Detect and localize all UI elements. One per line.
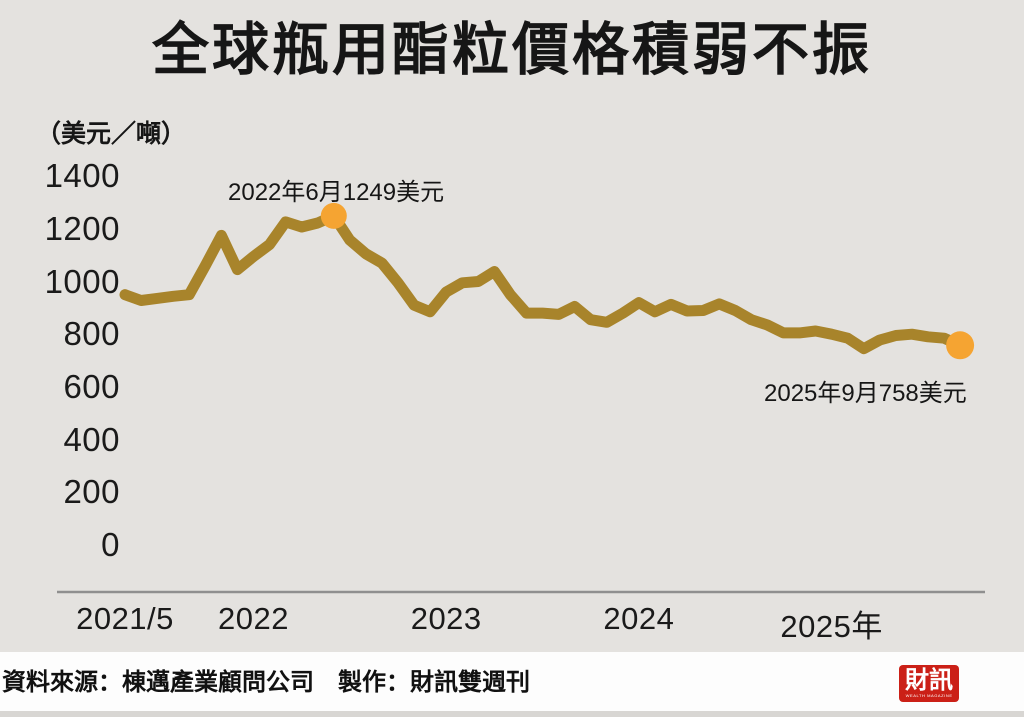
y-tick-label: 1200 — [44, 209, 120, 247]
footer-bar: 資料來源：棟邁產業顧問公司 製作：財訊雙週刊 財訊 WEALTH MAGAZIN… — [0, 652, 1024, 711]
logo-wordmark: 財訊 — [905, 666, 953, 694]
source-credit-text: 資料來源：棟邁產業顧問公司 製作：財訊雙週刊 — [2, 669, 530, 696]
highlight-dots — [320, 202, 975, 360]
y-axis-unit-label: （美元／噸） — [36, 120, 187, 148]
page-title: 全球瓶用酯粒價格積弱不振 — [152, 19, 872, 82]
latest-dot — [946, 331, 975, 360]
bottom-edge-strip — [0, 711, 1024, 717]
price-line — [119, 210, 966, 355]
y-tick-label: 400 — [63, 420, 120, 458]
annotation-peak-2022: 2022年6月1249美元 — [228, 179, 445, 206]
y-tick-label: 1000 — [44, 262, 120, 300]
peak-dot — [320, 202, 347, 229]
wealth-magazine-logo: 財訊 WEALTH MAGAZINE — [899, 665, 959, 702]
y-tick-label: 200 — [63, 473, 120, 511]
logo-subtext: WEALTH MAGAZINE — [905, 692, 953, 698]
x-tick-label: 2023 — [410, 601, 482, 636]
price-line-chart — [57, 202, 985, 594]
x-tick-label: 2022 — [217, 601, 289, 636]
y-tick-label: 1400 — [44, 157, 120, 195]
y-tick-label: 600 — [63, 367, 120, 405]
annotation-latest-2025: 2025年9月758美元 — [764, 380, 967, 407]
x-tick-label: 2021/5 — [76, 601, 174, 636]
x-tick-label: 2025年 — [780, 609, 883, 644]
y-tick-label: 0 — [101, 526, 120, 563]
x-tick-label: 2024 — [603, 601, 675, 636]
y-tick-label: 800 — [63, 315, 120, 353]
